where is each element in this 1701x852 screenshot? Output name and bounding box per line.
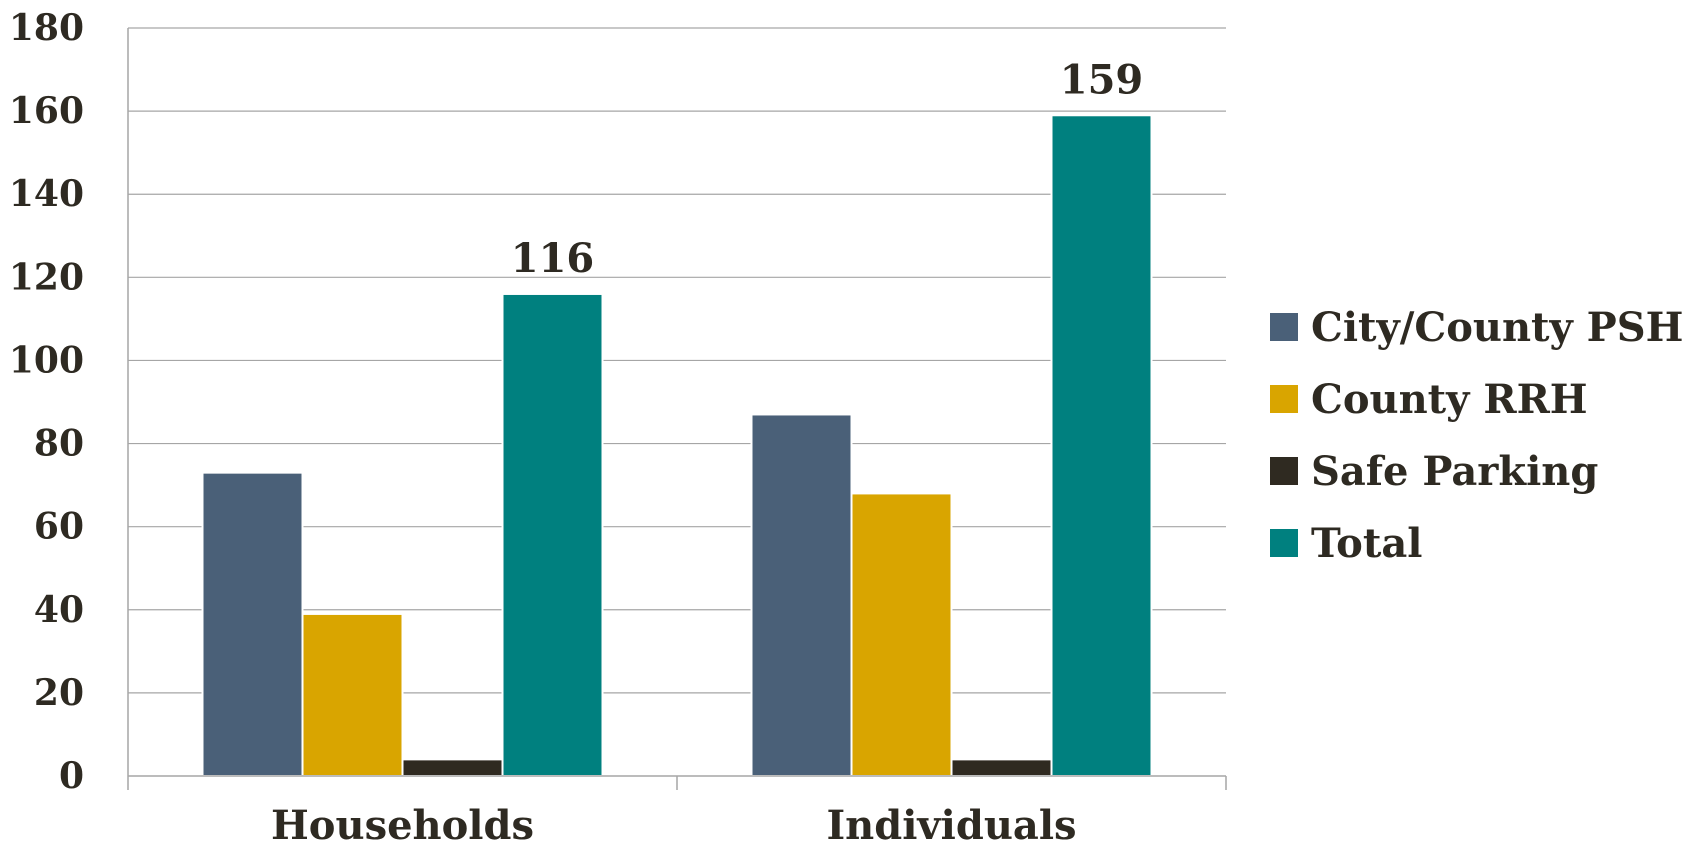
data-labels: 116 159 xyxy=(511,56,1144,282)
x-category-label: Households xyxy=(271,802,534,849)
legend: City/County PSH County RRH Safe Parking Tot… xyxy=(1270,304,1683,567)
y-tick-label: 20 xyxy=(34,672,84,714)
legend-label: Safe Parking xyxy=(1311,448,1598,495)
bar-safe-parking-households xyxy=(401,758,504,778)
legend-label: Total xyxy=(1311,520,1422,567)
bar-county-rrh-individuals xyxy=(850,492,953,777)
y-tick-label: 100 xyxy=(9,339,84,381)
y-tick-label: 180 xyxy=(9,7,84,49)
y-tick-label: 40 xyxy=(34,589,84,631)
x-axis: Households Individuals xyxy=(127,28,1227,849)
y-tick-label: 140 xyxy=(9,173,84,215)
legend-swatch xyxy=(1270,529,1298,557)
y-tick-label: 80 xyxy=(34,423,84,465)
bar-city-county-psh-households xyxy=(201,471,304,777)
x-category-label: Individuals xyxy=(826,802,1076,849)
bar-safe-parking-individuals xyxy=(950,758,1053,778)
legend-label: City/County PSH xyxy=(1311,304,1683,351)
data-label: 159 xyxy=(1060,56,1144,103)
y-axis-ticks: 0 20 40 60 80 100 120 140 160 180 xyxy=(9,7,84,797)
gridlines xyxy=(128,27,1226,694)
y-tick-label: 120 xyxy=(9,256,84,298)
bar-total-households xyxy=(501,292,604,777)
y-tick-label: 60 xyxy=(34,506,84,548)
legend-swatch xyxy=(1270,313,1298,341)
legend-swatch xyxy=(1270,385,1298,413)
legend-label: County RRH xyxy=(1311,376,1588,423)
bar-county-rrh-households xyxy=(301,612,404,778)
y-tick-label: 0 xyxy=(59,755,84,797)
bar-total-individuals xyxy=(1050,114,1153,778)
data-label: 116 xyxy=(511,235,595,282)
bar-city-county-psh-individuals xyxy=(750,413,853,777)
legend-swatch xyxy=(1270,457,1298,485)
y-tick-label: 160 xyxy=(9,90,84,132)
bars xyxy=(201,114,1153,778)
